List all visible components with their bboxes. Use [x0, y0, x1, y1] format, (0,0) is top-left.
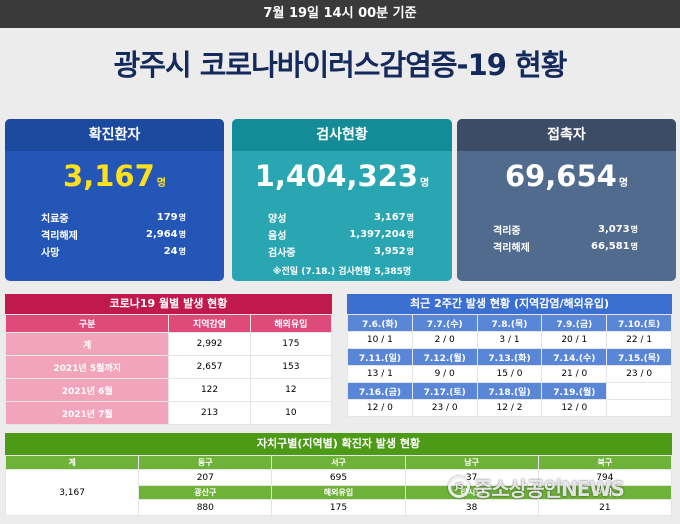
stat-row: 검사중 3,952명: [268, 246, 414, 259]
confirmed-label: 확진환자: [5, 119, 224, 151]
stat-row: 격리해제 2,964명: [41, 229, 186, 242]
table-row: 2021년 5월까지 2,657 153: [4, 355, 333, 379]
confirmed-value: 3,167: [63, 159, 155, 193]
table-row: 계 2,992 175: [4, 332, 333, 356]
table-row: 880 175 38 21: [6, 499, 673, 516]
stat-row: 치료중 179명: [41, 212, 186, 225]
stat-row: 격리중 3,073명: [493, 224, 638, 237]
value-row: 12 / 0 23 / 0 12 / 2 12 / 0: [347, 399, 672, 417]
column-header: 서구: [271, 455, 406, 470]
date-row: 7.11.(일) 7.12.(월) 7.13.(화) 7.14.(수) 7.15.(목): [347, 348, 672, 366]
table-row: 2021년 6월 122 12: [4, 378, 333, 402]
update-timestamp: 7월 19일 14시 00분 기준: [0, 0, 680, 28]
district-total: 3,167: [4, 469, 140, 516]
contacts-unit: 명: [618, 178, 629, 189]
page-title: 광주시 코로나바이러스감염증-19 현황: [113, 48, 568, 82]
confirmed-card: 확진환자 3,167 명 치료중 179명 격리해제 2,964명 사망 24명: [5, 119, 224, 281]
summary-cards: 확진환자 3,167 명 치료중 179명 격리해제 2,964명 사망 24명 검사현…: [5, 119, 676, 281]
recent-table: 최근 2주간 발생 현황 (지역감염/해외유입) 7.6.(화) 7.7.(수) 7…: [347, 294, 672, 417]
watermark-logo-icon: JS: [448, 476, 470, 498]
column-header: 해외유입: [249, 314, 333, 333]
column-header: 구분: [4, 314, 170, 333]
date-row: 7.16.(금) 7.17.(토) 7.18.(일) 7.19.(월): [347, 382, 672, 400]
stat-row: 음성 1,397,204명: [268, 229, 414, 242]
column-header: 해외유입: [271, 485, 406, 500]
district-table: 자치구별(지역별) 확진자 발생 현황 계 동구 서구 남구 북구 3,167 …: [4, 433, 673, 516]
stat-row: 격리해제 66,581명: [493, 241, 638, 254]
contacts-label: 접촉자: [457, 119, 676, 151]
tests-note: ※전일 (7.18.) 검사현황 5,385명: [272, 267, 412, 277]
tests-label: 검사현황: [232, 119, 452, 151]
tests-unit: 명: [420, 178, 430, 189]
contacts-card: 접촉자 69,654 명 격리중 3,073명 격리해제 66,581명: [457, 119, 676, 281]
column-header: 기타: [537, 485, 673, 500]
stat-row: 사망 24명: [41, 246, 186, 259]
date-row: 7.6.(화) 7.7.(수) 7.8.(목) 7.9.(금) 7.10.(토): [347, 314, 672, 332]
watermark: JS 중소상공인NEWS: [448, 472, 625, 502]
tests-value: 1,404,323: [254, 159, 419, 193]
column-header: 광산구: [138, 485, 273, 500]
district-title: 자치구별(지역별) 확진자 발생 현황: [5, 433, 672, 455]
watermark-text: 중소상공인NEWS: [474, 476, 625, 501]
monthly-table: 코로나19 월별 발생 현황 구분 지역감염 해외유입 계 2,992 175 …: [4, 294, 333, 425]
recent-title: 최근 2주간 발생 현황 (지역감염/해외유입): [347, 294, 672, 314]
column-header: 동구: [138, 455, 273, 470]
column-header: 지역감염: [168, 314, 251, 333]
table-row: 2021년 7월 213 10: [4, 401, 333, 425]
confirmed-unit: 명: [156, 178, 166, 189]
stat-row: 양성 3,167명: [268, 212, 414, 225]
column-header: 타시도: [404, 485, 539, 500]
tests-card: 검사현황 1,404,323 명 양성 3,167명 음성 1,397,204명 검사…: [232, 119, 452, 281]
contacts-value: 69,654: [504, 159, 617, 193]
monthly-title: 코로나19 월별 발생 현황: [5, 294, 332, 314]
column-header: 계: [4, 455, 140, 470]
column-header: 북구: [537, 455, 673, 470]
column-header: 남구: [404, 455, 539, 470]
